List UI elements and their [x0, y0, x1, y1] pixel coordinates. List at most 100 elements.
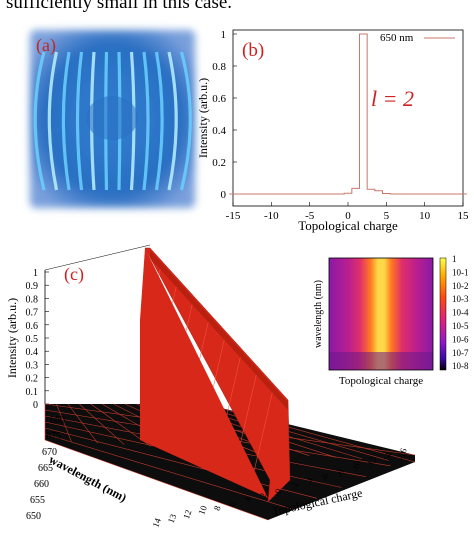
colorbar-tick-label: 10-6	[452, 334, 469, 344]
z-tick-label: 0.2	[26, 374, 39, 385]
charge-tick-label: 6	[227, 500, 238, 508]
charge-tick-label: -16	[395, 446, 409, 461]
fringe-stripe	[47, 51, 59, 191]
fringe-stripe	[75, 51, 84, 191]
panel-b: -15 -10 -5 0 5 10 15 0 0.2 0.4 0.6 0.8 1 (b) l = 2 6…	[196, 29, 469, 233]
fringe-stripe	[167, 51, 178, 191]
z-tick-label: 0.5	[26, 334, 39, 345]
mesh-line	[79, 403, 125, 445]
wavelength-tick-label: 655	[30, 495, 45, 506]
x-tick-label: 15	[458, 210, 470, 222]
y-tick-label: 0.4	[212, 125, 226, 137]
fringe-stripe	[179, 51, 192, 191]
panel-b-annotation: l = 2	[371, 86, 414, 111]
wavelength-tick-label: 675	[46, 431, 61, 442]
colorbar-tick-label: 1	[452, 254, 457, 264]
y-tick-label: 0	[221, 189, 227, 201]
charge-tick-label: 12	[181, 508, 193, 520]
mesh-line	[56, 403, 72, 442]
z-tick-label: 0.7	[26, 308, 39, 319]
charge-tick-label: -10	[349, 459, 363, 474]
panel-c-label: (c)	[64, 264, 84, 285]
panel-c-zlabel: Intensity (arb.u.)	[5, 298, 19, 378]
charge-tick-label: -12	[365, 455, 379, 470]
wavelength-tick-label: 650	[26, 511, 41, 522]
z-tick-label: 0.4	[26, 347, 39, 358]
fringe-stripe	[61, 51, 71, 191]
peak-grid-line	[213, 334, 226, 387]
mesh-line	[67, 403, 99, 444]
panel-c: 0 0.1 0.2 0.3 0.4 0.5 0.6 0.7 0.8 0.9 1 (c) Intens…	[5, 244, 469, 529]
z-tick-label: 0.1	[26, 387, 39, 398]
charge-tick-label: 4	[242, 495, 253, 503]
y-tick-label: 0.8	[212, 61, 226, 73]
panel-c-back-edge	[44, 244, 151, 271]
charge-tick-label: 8	[212, 504, 223, 512]
colorbar-tick-label: 10-8	[452, 361, 469, 371]
vortex-core	[86, 96, 138, 140]
z-tick-label: 0.3	[26, 360, 39, 371]
peak-grid-line	[254, 385, 275, 471]
y-tick-label: 0.2	[212, 157, 226, 169]
x-tick-label: 5	[384, 210, 390, 222]
inset-colorbar	[439, 257, 447, 371]
panel-a-label: (a)	[36, 35, 56, 56]
inset-heatmap	[329, 258, 433, 370]
panel-c-wavelength-ticks: 650 655 660 665 670 675 680	[26, 415, 65, 522]
panel-b-series-line	[229, 33, 467, 195]
mesh-line	[44, 433, 293, 510]
panel-c-peak-surface	[144, 247, 291, 503]
charge-tick-label: 10	[196, 504, 209, 516]
y-tick-label: 1	[221, 29, 227, 41]
panel-c-z-ticks: 0 0.1 0.2 0.3 0.4 0.5 0.6 0.7 0.8 0.9 1	[26, 268, 49, 411]
x-tick-label: -5	[305, 210, 315, 222]
charge-tick-label: -6	[319, 472, 331, 483]
panel-b-xlabel: Topological charge	[298, 218, 398, 233]
wavelength-tick-label: 660	[34, 479, 49, 490]
panel-c-peak-face	[140, 248, 268, 498]
panel-a-fringes	[33, 51, 192, 191]
x-tick-label: -15	[226, 210, 241, 222]
wavelength-tick-label: 665	[38, 463, 53, 474]
z-tick-label: 0.9	[26, 281, 39, 292]
colorbar-tick-label: 10-2	[452, 281, 469, 291]
peak-grid-line	[226, 351, 242, 415]
peak-grid-line	[199, 316, 210, 360]
fringe-stripe	[142, 51, 150, 191]
charge-tick-label: -14	[380, 451, 394, 466]
inset-frame	[328, 257, 434, 371]
peak-grid-line	[185, 299, 194, 332]
z-tick-label: 0.8	[26, 294, 39, 305]
fringe-stripe	[154, 51, 164, 191]
fringe-stripe	[33, 51, 46, 191]
peak-grid-line	[240, 368, 259, 443]
panel-c-inset: Topological charge wavelength (nm) 1 10-1…	[313, 254, 469, 387]
wavelength-tick-label: 680	[50, 415, 65, 426]
x-tick-label: -10	[264, 210, 279, 222]
charge-tick-label: -4	[303, 476, 315, 487]
charge-tick-label: 14	[150, 516, 163, 528]
z-tick-label: 0	[33, 400, 38, 411]
panel-b-frame	[232, 29, 464, 207]
inset-heatmap-shade	[329, 352, 433, 370]
inset-xlabel: Topological charge	[339, 375, 423, 387]
charge-tick-label: 0	[273, 487, 284, 495]
colorbar-tick-label: 10-4	[452, 308, 469, 318]
inset-colorbar-ticks: 1 10-1 10-2 10-3 10-4 10-5 10-6 10-7 10-8	[452, 254, 469, 371]
colorbar-tick-label: 10-7	[452, 348, 469, 358]
charge-tick-label: -8	[334, 467, 346, 478]
panel-a: (a)	[30, 30, 195, 208]
panel-b-label: (b)	[242, 40, 264, 61]
y-tick-label: 0.6	[212, 93, 226, 105]
colorbar-tick-label: 10-1	[452, 267, 469, 277]
x-tick-label: 0	[345, 210, 351, 222]
charge-tick-label: -2	[288, 480, 300, 490]
z-tick-label: 1	[33, 268, 38, 279]
panel-b-axes: -15 -10 -5 0 5 10 15 0 0.2 0.4 0.6 0.8 1	[212, 29, 469, 222]
header-text: sufficiently small in this case.	[6, 0, 233, 13]
colorbar-tick-label: 10-5	[452, 321, 469, 331]
panel-b-ylabel: Intensity (arb.u.)	[196, 78, 210, 158]
charge-tick-label: 13	[166, 512, 179, 524]
